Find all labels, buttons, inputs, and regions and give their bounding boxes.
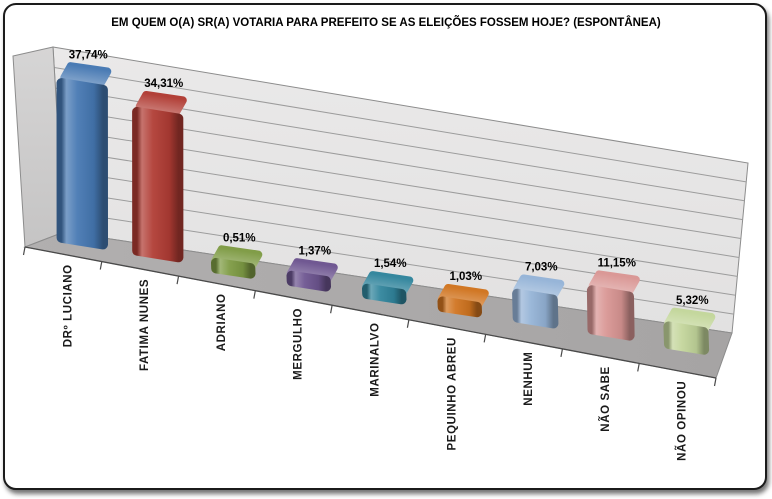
- category-label: FATIMA NUNES: [139, 279, 151, 371]
- axis-tick: [176, 276, 180, 285]
- bar-pequinho-abreu: [437, 284, 489, 318]
- category-label: ADRIANO: [216, 293, 228, 351]
- axis-tick: [99, 261, 103, 270]
- category-label: DRº LUCIANO: [62, 264, 74, 347]
- category-label: NÃO SABE: [599, 366, 612, 432]
- value-label: 0,51%: [223, 232, 256, 244]
- axis-tick: [22, 246, 26, 256]
- bar-mergulho: [286, 258, 338, 292]
- axis-tick: [406, 319, 410, 328]
- bar-dr-luciano: [56, 62, 112, 250]
- category-label: MARINALVO: [370, 323, 382, 397]
- bar-adriano: [211, 245, 263, 279]
- value-label: 37,74%: [69, 49, 108, 61]
- axis-tick: [637, 363, 640, 372]
- bar-nao-sabe: [586, 270, 640, 341]
- category-axis-line: [24, 246, 717, 379]
- bar-fatima-nunes: [132, 91, 187, 263]
- bar-nenhum: [512, 274, 565, 329]
- axis-tick: [713, 377, 717, 387]
- value-label: 1,54%: [374, 258, 407, 270]
- value-label: 1,37%: [298, 245, 331, 257]
- value-label: 34,31%: [144, 78, 183, 90]
- value-label: 5,32%: [676, 295, 709, 307]
- bar-nao-opinou: [663, 307, 716, 355]
- category-label: PEQUINHO ABREU: [446, 337, 458, 450]
- axis-tick: [560, 348, 564, 357]
- category-label: MERGULHO: [293, 308, 305, 380]
- value-label: 7,03%: [525, 262, 558, 274]
- value-label: 11,15%: [598, 257, 636, 269]
- axis-tick: [253, 290, 256, 299]
- value-label: 1,03%: [449, 271, 482, 283]
- axis-tick: [483, 334, 487, 343]
- axis-tick: [330, 305, 333, 314]
- gridline: [54, 67, 747, 183]
- category-label: NENHUM: [523, 352, 535, 406]
- category-label: NÃO OPINOU: [676, 381, 689, 461]
- bar-marinalvo: [362, 271, 414, 305]
- chart-title: EM QUEM O(A) SR(A) VOTARIA PARA PREFEITO…: [111, 17, 661, 29]
